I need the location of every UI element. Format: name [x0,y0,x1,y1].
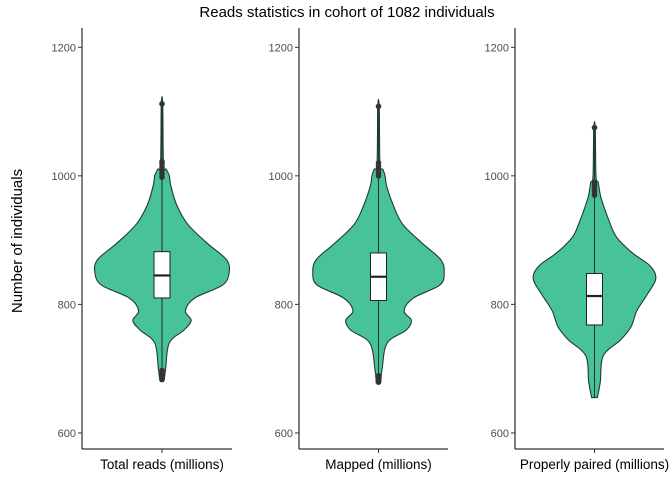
outlier-point [159,158,165,165]
panel-label: Total reads (millions) [100,457,224,472]
panel-3: 600 800 1000 1200 Properly paired (millions) [485,28,669,472]
y-tick-label: 1200 [52,42,76,54]
outlier-point [159,101,165,107]
outlier-point [591,179,598,186]
outlier-point [375,160,382,166]
y-tick-label: 600 [58,428,76,440]
chart-title: Reads statistics in cohort of 1082 indiv… [199,4,494,21]
y-tick-label: 1000 [52,171,76,183]
outlier-point [375,103,382,110]
panel-1: 600 800 1000 1200 Total reads (millions) [52,28,232,472]
y-tick-label: 600 [275,428,293,440]
outlier-point [591,124,598,131]
y-axis-label: Number of individuals [9,169,26,313]
y-tick-label: 800 [491,299,509,311]
panel-2: 600 800 1000 1200 Mapped (millions) [269,28,448,472]
y-tick-label: 600 [491,428,509,440]
panels-group: 600 800 1000 1200 Total reads (millions) 600 8… [52,28,669,472]
panel-label: Properly paired (millions) [520,457,669,472]
outlier-point [375,372,382,379]
iqr-box [586,273,603,326]
y-tick-label: 800 [275,299,293,311]
y-tick-label: 1000 [485,171,509,183]
y-tick-label: 800 [58,299,76,311]
panel-label: Mapped (millions) [325,457,432,472]
y-tick-label: 1200 [485,42,509,54]
y-tick-label: 1200 [269,42,293,54]
y-tick-label: 1000 [269,171,293,183]
outlier-point [159,367,165,374]
